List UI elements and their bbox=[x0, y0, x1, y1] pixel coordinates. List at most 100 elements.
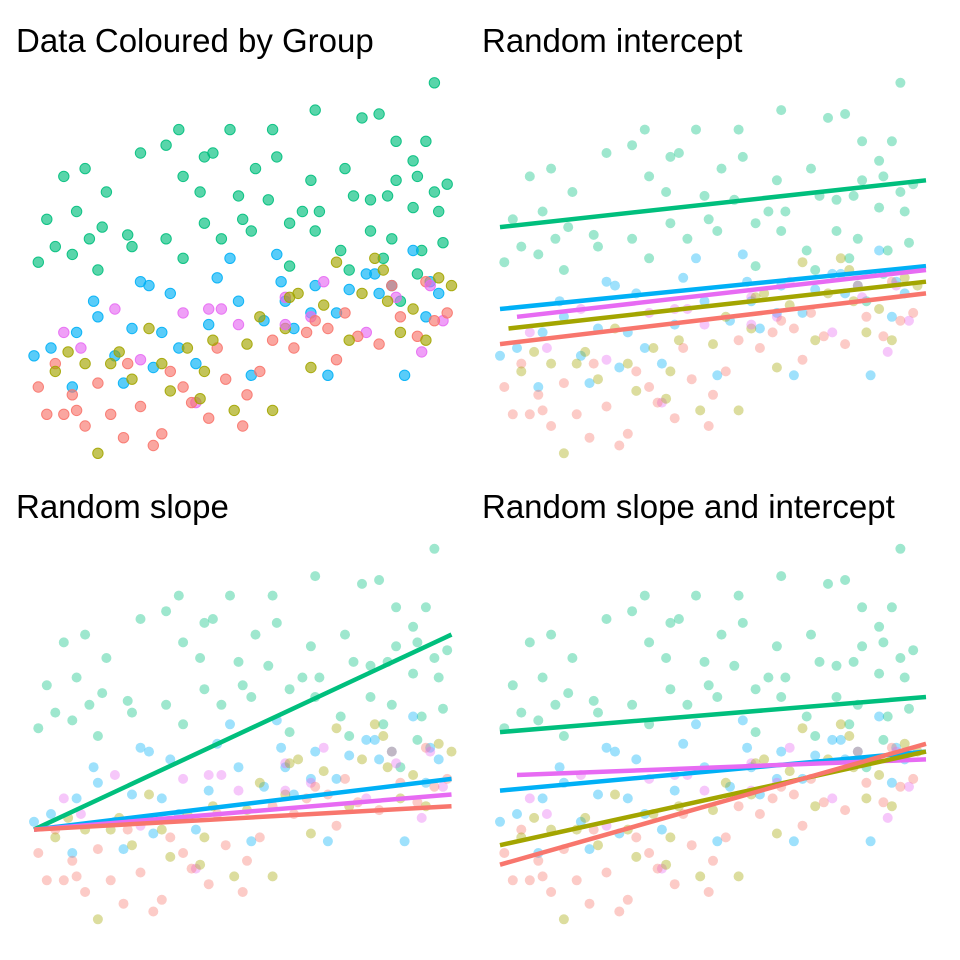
data-point bbox=[699, 785, 710, 796]
data-point bbox=[622, 793, 633, 804]
data-point bbox=[852, 233, 863, 244]
data-point bbox=[381, 190, 394, 202]
data-point bbox=[733, 590, 744, 601]
data-point bbox=[425, 742, 436, 753]
data-point bbox=[737, 151, 748, 162]
data-point bbox=[601, 148, 612, 158]
data-point bbox=[678, 343, 689, 353]
data-point bbox=[101, 653, 112, 663]
data-point bbox=[156, 894, 167, 905]
data-point bbox=[857, 641, 868, 652]
data-point bbox=[331, 723, 342, 734]
data-point bbox=[593, 374, 603, 385]
data-point bbox=[878, 171, 889, 182]
data-point bbox=[631, 754, 642, 765]
data-point bbox=[797, 820, 808, 831]
data-point bbox=[92, 311, 104, 323]
data-point bbox=[639, 343, 650, 353]
data-point bbox=[720, 832, 731, 843]
data-point bbox=[178, 773, 189, 784]
data-point bbox=[622, 894, 633, 905]
panel-random-slope-and-intercept: Random slope and intercept bbox=[466, 466, 930, 930]
data-point bbox=[886, 801, 897, 812]
data-point bbox=[391, 602, 402, 613]
data-point bbox=[126, 373, 138, 385]
data-point bbox=[49, 240, 61, 253]
data-point bbox=[708, 805, 718, 816]
data-point bbox=[386, 699, 397, 710]
data-point bbox=[750, 727, 761, 738]
data-point bbox=[33, 723, 44, 734]
data-point bbox=[164, 287, 177, 300]
data-point bbox=[631, 851, 642, 862]
data-point bbox=[148, 828, 159, 839]
data-point bbox=[41, 680, 52, 691]
data-point bbox=[386, 233, 398, 245]
data-point bbox=[818, 797, 829, 808]
data-point bbox=[50, 707, 61, 718]
data-point bbox=[507, 214, 518, 225]
data-point bbox=[673, 614, 684, 624]
group-fit-line bbox=[499, 741, 927, 867]
data-point bbox=[737, 715, 748, 726]
data-point bbox=[80, 887, 91, 897]
data-point bbox=[644, 382, 655, 392]
data-point bbox=[305, 777, 316, 788]
panel-title: Random intercept bbox=[482, 22, 743, 59]
data-point bbox=[716, 629, 727, 640]
data-point bbox=[852, 746, 863, 757]
data-point bbox=[810, 801, 821, 812]
data-point bbox=[369, 719, 380, 730]
data-point bbox=[546, 358, 557, 369]
data-point bbox=[691, 124, 701, 135]
data-point bbox=[249, 162, 262, 175]
data-point bbox=[309, 225, 321, 237]
data-point bbox=[203, 318, 215, 331]
data-point bbox=[737, 249, 748, 260]
group-fit-line bbox=[33, 632, 453, 832]
data-point bbox=[441, 307, 453, 319]
data-point bbox=[550, 233, 561, 244]
data-point bbox=[516, 707, 527, 718]
data-point bbox=[215, 233, 228, 245]
data-point bbox=[656, 358, 667, 369]
data-point bbox=[134, 147, 147, 159]
data-point bbox=[665, 366, 676, 377]
group-fit-line bbox=[499, 263, 927, 312]
data-point bbox=[857, 136, 868, 147]
data-point bbox=[148, 906, 159, 917]
data-point bbox=[322, 369, 334, 381]
data-point bbox=[516, 824, 527, 835]
data-point bbox=[844, 253, 855, 264]
data-point bbox=[878, 797, 889, 808]
data-point bbox=[45, 342, 57, 354]
data-point bbox=[610, 280, 620, 291]
data-point bbox=[678, 272, 689, 283]
data-point bbox=[445, 279, 458, 292]
data-point bbox=[41, 875, 52, 886]
data-point bbox=[408, 711, 419, 722]
data-point bbox=[899, 738, 910, 749]
data-point bbox=[127, 707, 137, 718]
data-point bbox=[754, 343, 765, 353]
data-point bbox=[408, 668, 419, 679]
data-point bbox=[627, 699, 638, 710]
data-point bbox=[271, 617, 282, 628]
data-point bbox=[780, 206, 791, 217]
data-point bbox=[305, 828, 316, 839]
data-point bbox=[895, 77, 906, 88]
data-point bbox=[80, 629, 91, 640]
data-point bbox=[144, 789, 154, 800]
data-point bbox=[177, 170, 189, 183]
data-point bbox=[691, 253, 701, 264]
data-point bbox=[831, 226, 842, 236]
data-point bbox=[886, 335, 897, 346]
data-point bbox=[71, 672, 82, 683]
data-point bbox=[96, 221, 108, 233]
data-point bbox=[818, 331, 829, 342]
data-point bbox=[886, 311, 897, 322]
data-point bbox=[631, 832, 642, 843]
data-point bbox=[199, 617, 210, 628]
data-point bbox=[84, 699, 95, 710]
data-point bbox=[537, 327, 548, 338]
